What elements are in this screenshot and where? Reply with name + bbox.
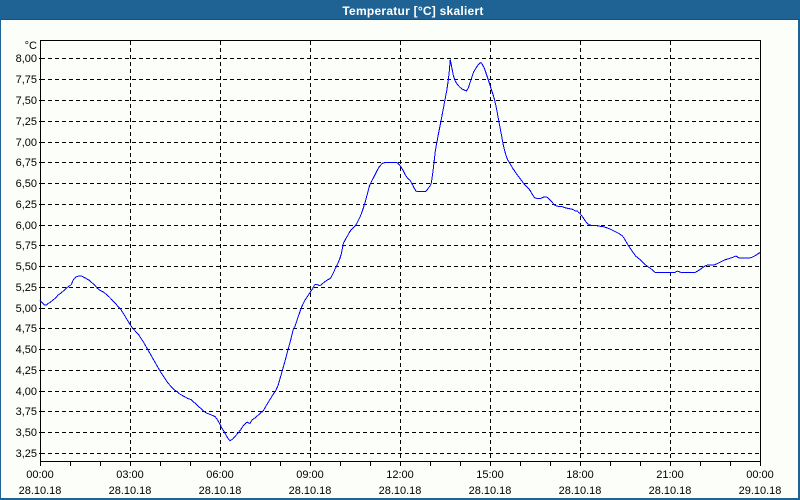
svg-text:3,25: 3,25 [16, 448, 37, 460]
svg-text:28.10.18: 28.10.18 [649, 485, 692, 497]
svg-text:6,00: 6,00 [16, 220, 37, 232]
svg-text:3,75: 3,75 [16, 406, 37, 418]
svg-text:03:00: 03:00 [116, 469, 144, 481]
svg-text:18:00: 18:00 [566, 469, 594, 481]
svg-text:28.10.18: 28.10.18 [19, 485, 62, 497]
svg-text:00:00: 00:00 [746, 469, 774, 481]
svg-text:°C: °C [25, 40, 37, 52]
svg-text:00:00: 00:00 [26, 469, 54, 481]
svg-text:06:00: 06:00 [206, 469, 234, 481]
svg-text:6,25: 6,25 [16, 199, 37, 211]
svg-text:12:00: 12:00 [386, 469, 414, 481]
svg-text:28.10.18: 28.10.18 [109, 485, 152, 497]
svg-text:4,50: 4,50 [16, 344, 37, 356]
svg-text:6,75: 6,75 [16, 157, 37, 169]
svg-text:28.10.18: 28.10.18 [559, 485, 602, 497]
svg-text:5,50: 5,50 [16, 261, 37, 273]
svg-text:6,50: 6,50 [16, 178, 37, 190]
svg-text:3,50: 3,50 [16, 427, 37, 439]
svg-text:5,25: 5,25 [16, 282, 37, 294]
svg-text:4,00: 4,00 [16, 386, 37, 398]
svg-text:28.10.18: 28.10.18 [469, 485, 512, 497]
svg-text:7,25: 7,25 [16, 116, 37, 128]
svg-text:Temperatur [°C] skaliert: Temperatur [°C] skaliert [342, 4, 483, 18]
svg-text:09:00: 09:00 [296, 469, 324, 481]
svg-text:7,00: 7,00 [16, 137, 37, 149]
svg-text:5,75: 5,75 [16, 240, 37, 252]
svg-text:7,75: 7,75 [16, 74, 37, 86]
svg-text:8,00: 8,00 [16, 53, 37, 65]
svg-text:28.10.18: 28.10.18 [289, 485, 332, 497]
svg-text:15:00: 15:00 [476, 469, 504, 481]
svg-text:28.10.18: 28.10.18 [199, 485, 242, 497]
svg-text:4,25: 4,25 [16, 365, 37, 377]
svg-text:7,50: 7,50 [16, 95, 37, 107]
svg-text:28.10.18: 28.10.18 [379, 485, 422, 497]
svg-text:29.10.18: 29.10.18 [739, 485, 782, 497]
svg-text:5,00: 5,00 [16, 303, 37, 315]
svg-text:21:00: 21:00 [656, 469, 684, 481]
svg-text:4,75: 4,75 [16, 323, 37, 335]
